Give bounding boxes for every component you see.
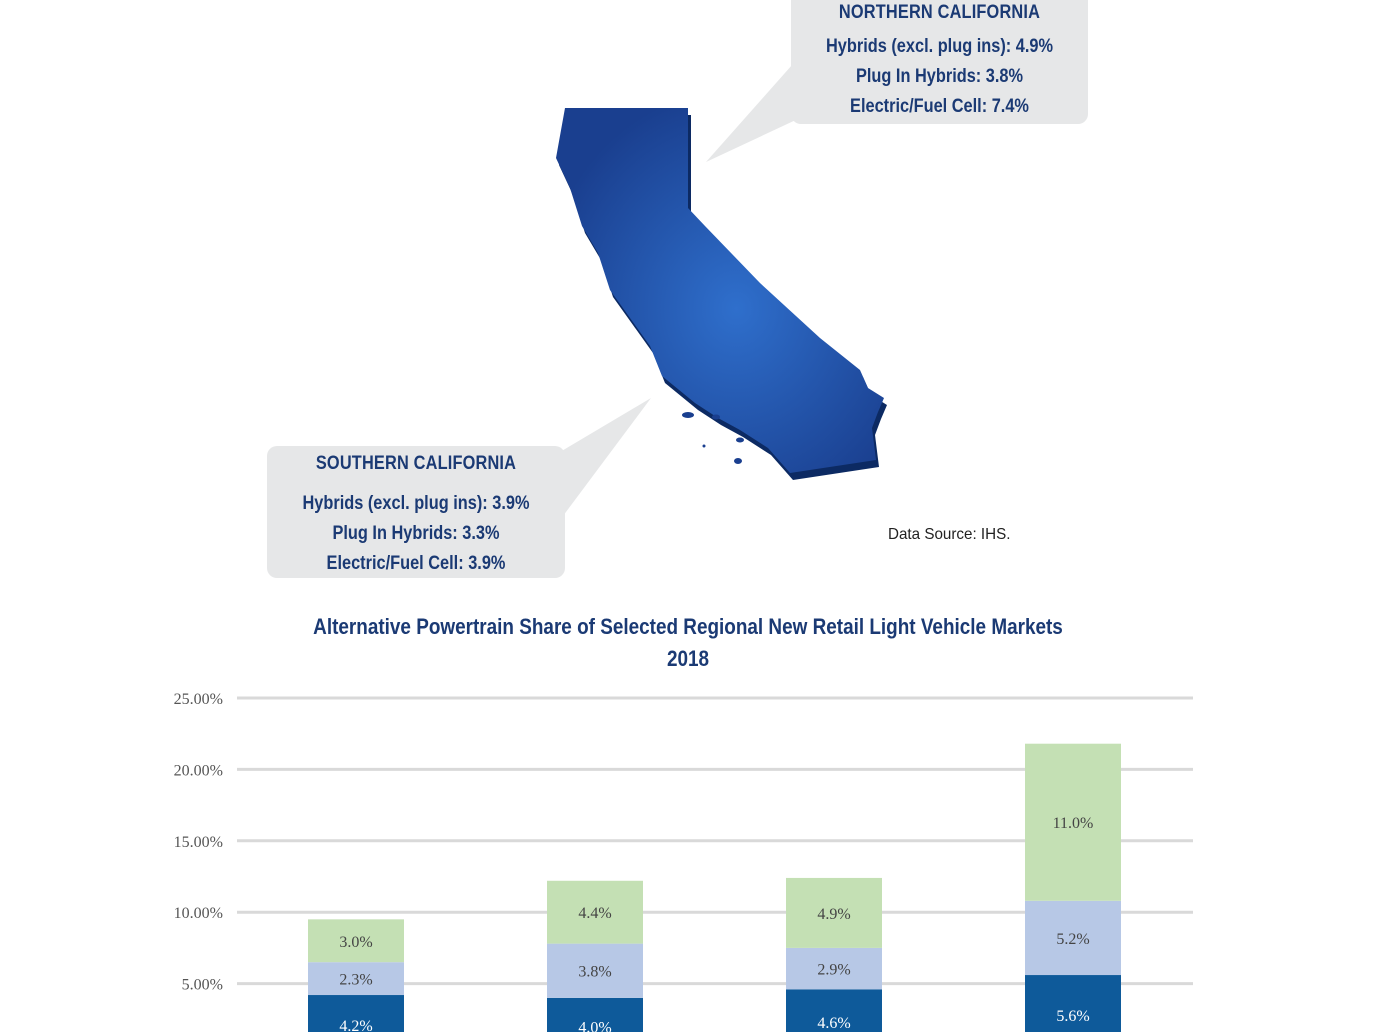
chart-subtitle: 2018 — [666, 646, 710, 671]
south-electric-line: Electric/Fuel Cell: 3.9% — [326, 553, 506, 574]
y-tick-label: 10.00% — [174, 905, 223, 922]
bar-value-label: 2.9% — [817, 962, 850, 979]
bar-segment — [1025, 975, 1121, 1032]
bar-segment — [308, 919, 404, 963]
bar-segment — [1025, 900, 1121, 976]
bar-value-label: 4.6% — [817, 1015, 850, 1032]
y-tick-label: 5.00% — [182, 977, 223, 994]
y-tick-label: 25.00% — [174, 691, 223, 708]
bar-segment — [308, 962, 404, 996]
bar-value-label: 5.2% — [1056, 931, 1089, 948]
chart-title: Alternative Powertrain Share of Selected… — [313, 614, 1063, 639]
california-shape — [556, 108, 887, 480]
bar-value-label: 11.0% — [1053, 815, 1094, 832]
north-california-callout: NORTHERN CALIFORNIA Hybrids (excl. plug … — [791, 0, 1088, 124]
bar-segment — [786, 947, 882, 990]
bar-value-label: 2.3% — [339, 972, 372, 989]
y-tick-label: 20.00% — [174, 762, 223, 779]
bar-value-label: 5.6% — [1056, 1008, 1089, 1025]
data-source-note: Data Source: IHS. — [888, 526, 1011, 543]
south-plugin-line: Plug In Hybrids: 3.3% — [332, 523, 500, 544]
north-plugin-line: Plug In Hybrids: 3.8% — [855, 66, 1024, 87]
bar-value-label: 3.0% — [339, 934, 372, 951]
south-callout-title: SOUTHERN CALIFORNIA — [315, 453, 517, 474]
south-california-callout: SOUTHERN CALIFORNIA Hybrids (excl. plug … — [267, 446, 565, 578]
bar-segment — [547, 880, 643, 944]
bar-segment — [786, 989, 882, 1032]
bar-value-label: 3.8% — [578, 964, 611, 981]
north-hybrids-line: Hybrids (excl. plug ins): 4.9% — [825, 36, 1053, 57]
south-hybrids-line: Hybrids (excl. plug ins): 3.9% — [302, 493, 530, 514]
bar-segment — [786, 877, 882, 948]
bar-value-label: 4.0% — [578, 1019, 611, 1032]
bar-value-label: 4.2% — [339, 1018, 372, 1032]
chart-title-block: Alternative Powertrain Share of Selected… — [0, 611, 1376, 675]
north-electric-line: Electric/Fuel Cell: 7.4% — [850, 96, 1029, 117]
bar-value-label: 4.9% — [817, 906, 850, 923]
bar-segment — [308, 995, 404, 1032]
bar-value-label: 4.4% — [578, 905, 611, 922]
bar-segment — [1025, 743, 1121, 901]
bar-segment — [547, 997, 643, 1032]
north-callout-title: NORTHERN CALIFORNIA — [838, 2, 1041, 23]
y-tick-label: 15.00% — [174, 834, 223, 851]
bar-segment — [547, 943, 643, 998]
